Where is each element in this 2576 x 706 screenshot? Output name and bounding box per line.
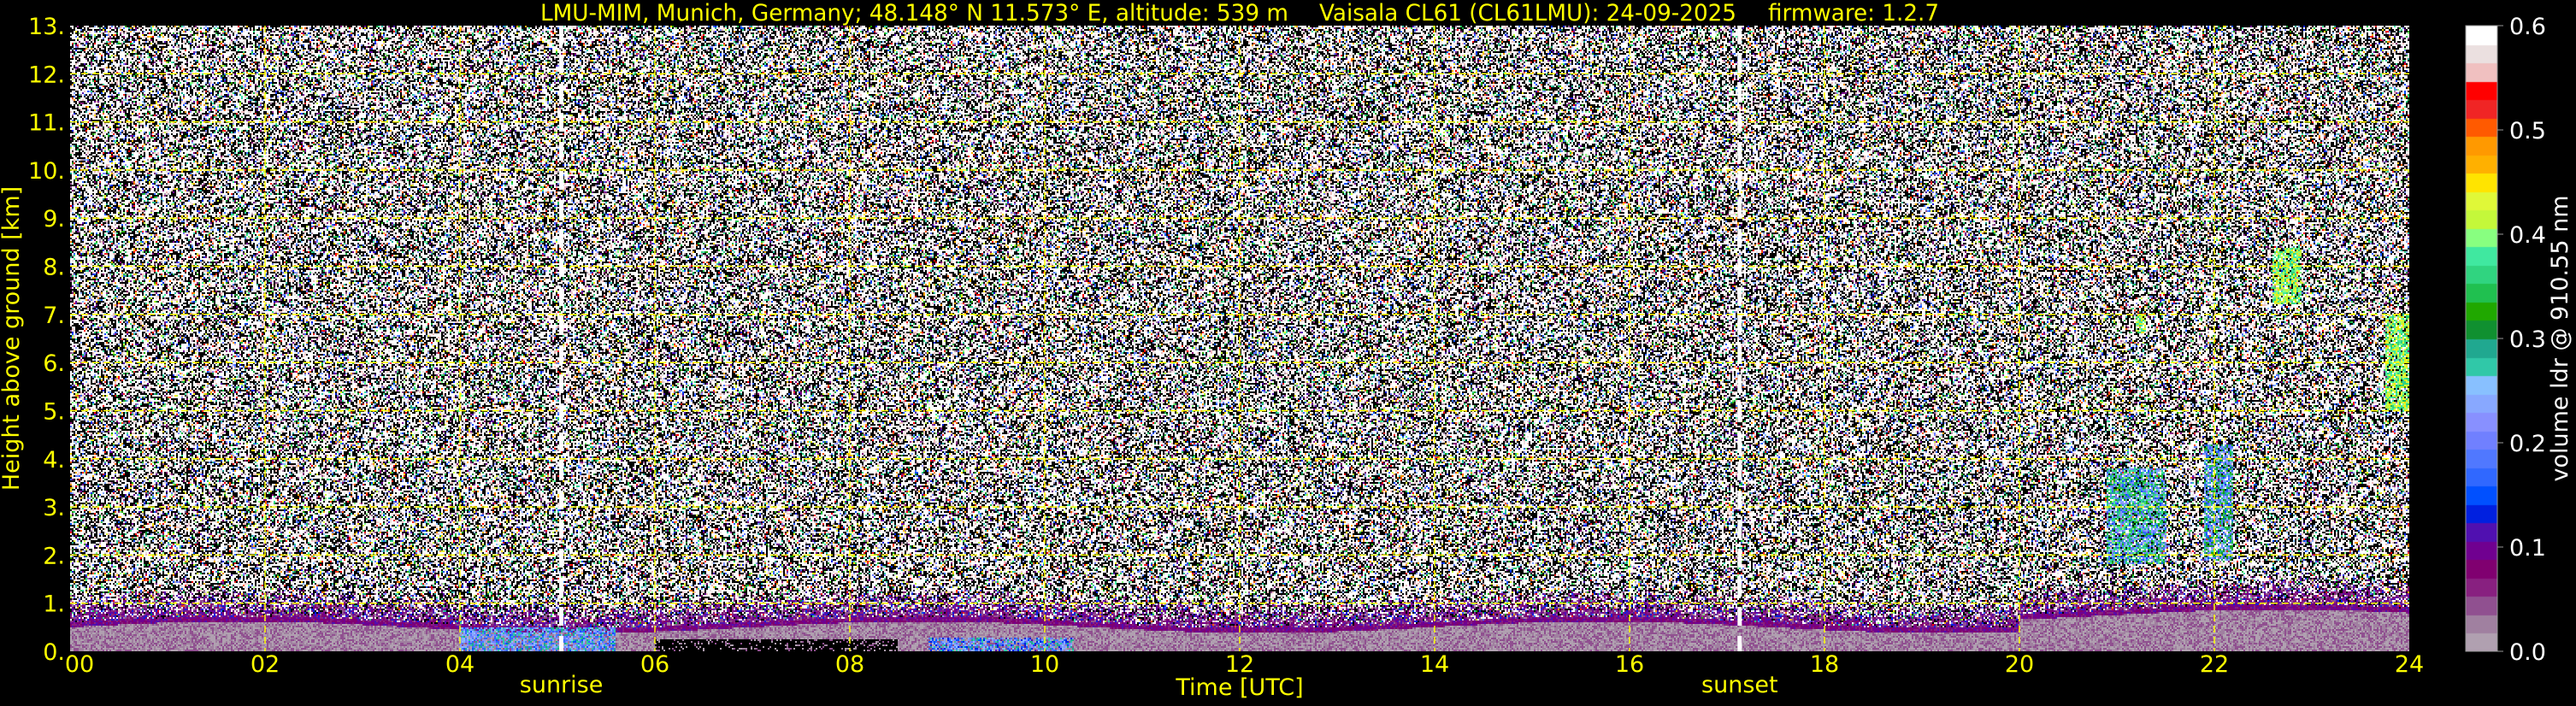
x-tick-labels: 00 02 04 06 08 10 12 14 16 18 20 22 24 xyxy=(65,651,2424,678)
colorbar xyxy=(2466,26,2497,651)
y-tick-label: 4. xyxy=(43,447,65,474)
colorbar-frame xyxy=(2465,25,2498,652)
y-axis-label: Height above ground [km] xyxy=(0,186,25,491)
x-tick-label: 24 xyxy=(2395,651,2424,678)
colorbar-tick-label: 0.0 xyxy=(2509,639,2546,666)
x-tick-label: 12 xyxy=(1225,651,1254,678)
x-axis-label: Time [UTC] xyxy=(1175,674,1303,701)
colorbar-ticks: 0.0 0.1 0.2 0.3 0.4 0.5 0.6 xyxy=(2497,14,2546,666)
colorbar-tick-label: 0.6 xyxy=(2509,14,2546,40)
x-tick-label: 04 xyxy=(445,651,475,678)
grid xyxy=(70,26,2409,651)
y-tick-label: 7. xyxy=(43,303,65,329)
x-tick-label: 10 xyxy=(1030,651,1059,678)
y-tick-label: 2. xyxy=(43,543,65,569)
colorbar-tick-label: 0.1 xyxy=(2509,535,2546,562)
x-tick-label: 22 xyxy=(2200,651,2229,678)
sunset-label: sunset xyxy=(1701,672,1778,698)
colorbar-tick-label: 0.3 xyxy=(2509,327,2546,353)
x-tick-label: 18 xyxy=(1810,651,1839,678)
y-tick-label: 5. xyxy=(43,398,65,425)
x-tick-label: 20 xyxy=(2005,651,2034,678)
title-part-firmware: firmware: 1.2.7 xyxy=(1768,0,1939,26)
y-tick-label: 6. xyxy=(43,350,65,377)
y-tick-label: 0. xyxy=(43,639,65,666)
y-tick-labels: 0. 1. 2. 3. 4. 5. 6. 7. 8. 9. 10. 11. 12. 13. xyxy=(28,14,65,666)
colorbar-tick-label: 0.5 xyxy=(2509,118,2546,144)
sun-event-labels: sunrise sunset xyxy=(520,672,1778,698)
title-part-instrument: Vaisala CL61 (CL61LMU): 24-09-2025 xyxy=(1319,0,1736,26)
y-tick-label: 10. xyxy=(28,158,65,185)
y-tick-label: 12. xyxy=(28,62,65,88)
x-tick-label: 16 xyxy=(1615,651,1644,678)
x-tick-label: 08 xyxy=(835,651,864,678)
sunrise-label: sunrise xyxy=(520,672,604,698)
y-tick-label: 11. xyxy=(28,110,65,137)
colorbar-tick-label: 0.4 xyxy=(2509,222,2546,249)
title-part-station: LMU-MIM, Munich, Germany; 48.148° N 11.5… xyxy=(540,0,1288,26)
y-tick-label: 9. xyxy=(43,206,65,232)
x-tick-label: 00 xyxy=(65,651,94,678)
x-tick-label: 14 xyxy=(1420,651,1449,678)
y-tick-label: 13. xyxy=(28,14,65,40)
y-tick-label: 3. xyxy=(43,495,65,521)
x-tick-label: 02 xyxy=(251,651,280,678)
sun-events xyxy=(559,26,1742,651)
x-tick-label: 06 xyxy=(640,651,669,678)
y-tick-label: 1. xyxy=(43,591,65,618)
y-tick-label: 8. xyxy=(43,255,65,281)
colorbar-label: volume ldr @ 910.55 nm xyxy=(2547,196,2573,482)
colorbar-tick-label: 0.2 xyxy=(2509,431,2546,457)
